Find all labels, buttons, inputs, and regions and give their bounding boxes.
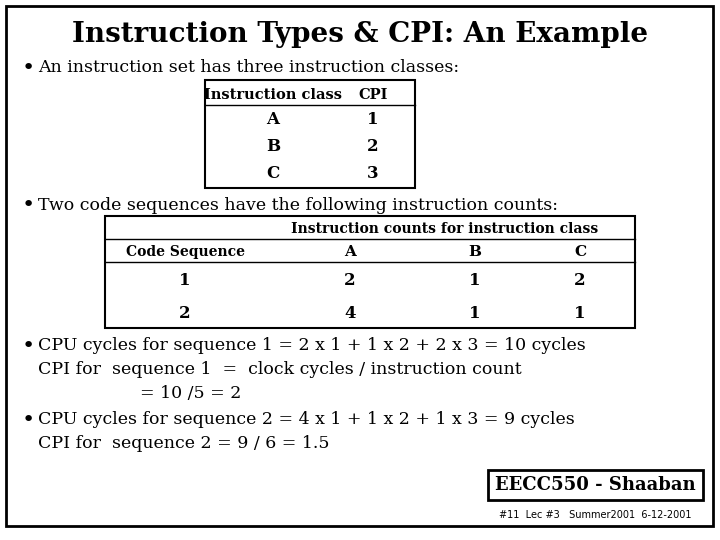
Bar bbox=[488, 470, 703, 500]
Text: B: B bbox=[469, 245, 482, 259]
Text: •: • bbox=[22, 58, 35, 78]
Text: CPI for  sequence 2 = 9 / 6 = 1.5: CPI for sequence 2 = 9 / 6 = 1.5 bbox=[38, 435, 330, 453]
Text: B: B bbox=[266, 138, 280, 156]
Text: = 10 /5 = 2: = 10 /5 = 2 bbox=[140, 386, 241, 402]
Text: 3: 3 bbox=[367, 165, 379, 183]
Text: 2: 2 bbox=[344, 272, 356, 289]
Text: 1: 1 bbox=[469, 272, 481, 289]
Text: 2: 2 bbox=[574, 272, 586, 289]
Text: CPI for  sequence 1  =  clock cycles / instruction count: CPI for sequence 1 = clock cycles / inst… bbox=[38, 361, 521, 379]
Text: Instruction Types & CPI: An Example: Instruction Types & CPI: An Example bbox=[72, 21, 648, 48]
Text: •: • bbox=[22, 410, 35, 430]
Text: EECC550 - Shaaban: EECC550 - Shaaban bbox=[495, 476, 696, 494]
Bar bbox=[205, 80, 415, 188]
Bar bbox=[105, 216, 635, 328]
Text: Code Sequence: Code Sequence bbox=[125, 245, 245, 259]
Text: •: • bbox=[22, 195, 35, 215]
Text: C: C bbox=[574, 245, 586, 259]
Text: CPU cycles for sequence 1 = 2 x 1 + 1 x 2 + 2 x 3 = 10 cycles: CPU cycles for sequence 1 = 2 x 1 + 1 x … bbox=[38, 338, 586, 354]
Text: •: • bbox=[22, 336, 35, 356]
Text: 1: 1 bbox=[469, 305, 481, 322]
Text: A: A bbox=[344, 245, 356, 259]
Text: C: C bbox=[266, 165, 279, 183]
Text: Two code sequences have the following instruction counts:: Two code sequences have the following in… bbox=[38, 197, 558, 213]
Text: 4: 4 bbox=[344, 305, 356, 322]
Text: CPI: CPI bbox=[359, 88, 387, 102]
Text: 1: 1 bbox=[575, 305, 586, 322]
Text: Instruction class: Instruction class bbox=[204, 88, 342, 102]
Text: An instruction set has three instruction classes:: An instruction set has three instruction… bbox=[38, 59, 459, 77]
Text: Instruction counts for instruction class: Instruction counts for instruction class bbox=[292, 222, 598, 236]
Text: 2: 2 bbox=[367, 138, 379, 156]
Text: 2: 2 bbox=[179, 305, 191, 322]
Text: CPU cycles for sequence 2 = 4 x 1 + 1 x 2 + 1 x 3 = 9 cycles: CPU cycles for sequence 2 = 4 x 1 + 1 x … bbox=[38, 411, 575, 429]
Text: #11  Lec #3   Summer2001  6-12-2001: #11 Lec #3 Summer2001 6-12-2001 bbox=[499, 510, 692, 520]
Text: 1: 1 bbox=[179, 272, 191, 289]
Text: A: A bbox=[266, 111, 279, 129]
Text: 1: 1 bbox=[367, 111, 379, 129]
